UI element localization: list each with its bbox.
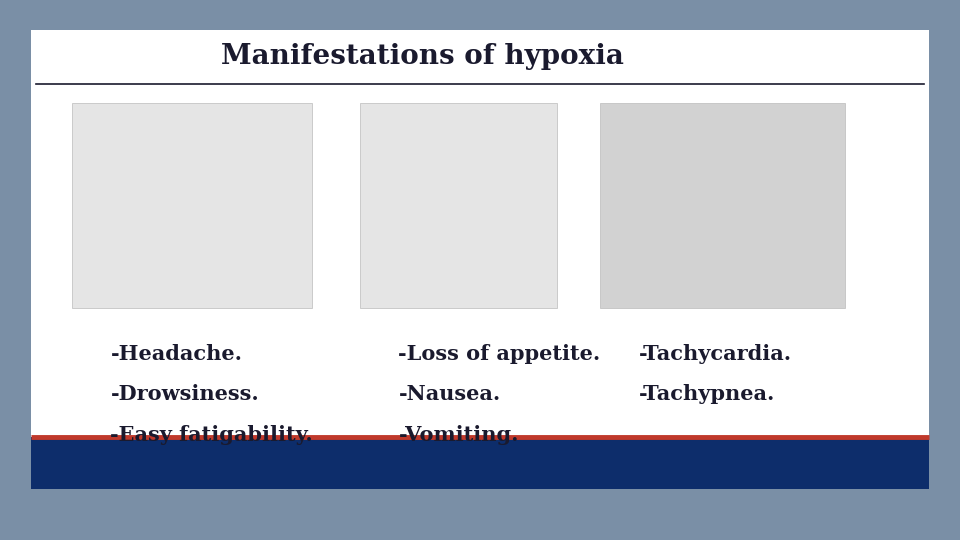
FancyBboxPatch shape (360, 103, 557, 308)
FancyBboxPatch shape (31, 30, 929, 489)
FancyBboxPatch shape (600, 103, 845, 308)
Text: -Tachypnea.: -Tachypnea. (638, 384, 775, 404)
FancyBboxPatch shape (72, 103, 312, 308)
Text: -Headache.: -Headache. (110, 343, 242, 364)
Text: -Nausea.: -Nausea. (398, 384, 501, 404)
Text: Manifestations of hypoxia: Manifestations of hypoxia (221, 43, 624, 70)
Text: -Drowsiness.: -Drowsiness. (110, 384, 259, 404)
Text: -Tachycardia.: -Tachycardia. (638, 343, 792, 364)
Text: -Loss of appetite.: -Loss of appetite. (398, 343, 601, 364)
Text: -Easy fatigability.: -Easy fatigability. (110, 424, 313, 445)
Text: -Vomiting.: -Vomiting. (398, 424, 519, 445)
Bar (31, 437, 929, 489)
